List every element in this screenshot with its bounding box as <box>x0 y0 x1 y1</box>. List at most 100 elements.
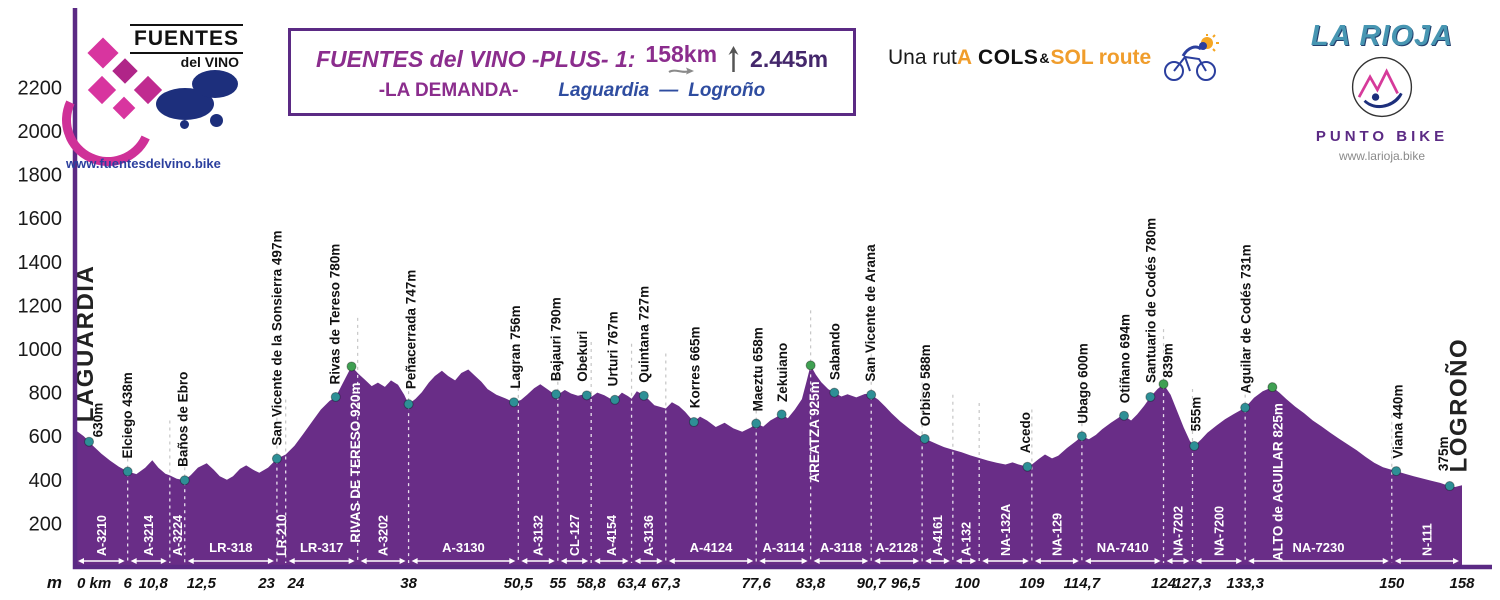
dot-graphic <box>210 114 223 127</box>
arrowhead <box>747 558 754 564</box>
waypoint-dot <box>1158 379 1169 390</box>
arrowhead <box>1034 558 1041 564</box>
km-tick-label: 6 <box>123 575 132 592</box>
waypoint-label: Otiñano 694m <box>1117 314 1132 403</box>
arrowhead <box>874 558 881 564</box>
waypoint-label: 630m <box>90 403 105 438</box>
fuentes-url-link[interactable]: www.fuentesdelvino.bike <box>66 156 221 171</box>
title-box: FUENTES del VINO -PLUS- 1: 158km 2.445m … <box>288 28 856 116</box>
waypoint-label: Quintana 727m <box>636 286 651 383</box>
y-axis-label: 600 <box>29 426 62 448</box>
arrowhead <box>267 558 274 564</box>
fuentes-name: FUENTES <box>130 24 244 54</box>
waypoint-label: 375m <box>1436 437 1451 472</box>
waypoint-label: Obekuri <box>575 331 590 382</box>
tag-cols: COLS <box>978 46 1039 69</box>
km-tick-label: 58,8 <box>577 575 607 592</box>
waypoint-dot <box>271 453 282 464</box>
arrowhead <box>1236 558 1243 564</box>
waypoint-label: Acedo <box>1018 412 1033 453</box>
waypoint-label: Bajauri 790m <box>549 297 564 381</box>
road-label: A-4124 <box>690 540 733 555</box>
waypoint-dot <box>1022 461 1033 472</box>
punto-bike-label: PUNTO BIKE <box>1315 128 1449 145</box>
fuentes-del-vino-logo: FUENTES del VINO www.fuentesdelvino.bike <box>49 10 273 179</box>
arrowhead <box>913 558 920 564</box>
arrowhead <box>668 558 675 564</box>
waypoint-dot <box>1240 402 1251 413</box>
climb-arrow-icon <box>728 45 739 72</box>
peak-label: AREATZA 925m <box>807 381 822 482</box>
waypoint-label: Rivas de Tereso 780m <box>327 244 342 385</box>
waypoint-dot <box>638 390 649 401</box>
tag-una-rut: Una rut <box>888 46 957 69</box>
km-tick-label: 96,5 <box>891 575 921 592</box>
road-label: CL-127 <box>568 514 582 556</box>
waypoint-dot <box>346 361 357 372</box>
road-label: NA-7230 <box>1292 540 1344 555</box>
waypoint-dot <box>609 394 620 405</box>
rioja-url-link[interactable]: www.larioja.bike <box>1338 149 1426 163</box>
y-axis-label: 400 <box>29 470 62 492</box>
road-label: NA-7200 <box>1212 506 1226 556</box>
waypoint-dot <box>776 409 787 420</box>
km-tick-label: 150 <box>1379 575 1405 592</box>
km-tick-label: 12,5 <box>187 575 217 592</box>
road-label: LR-317 <box>300 540 343 555</box>
waypoint-dot <box>829 387 840 398</box>
waypoint-label: San Vicente de la Sonsierra 497m <box>269 231 284 446</box>
arrowhead <box>1183 558 1190 564</box>
arrowhead <box>288 558 295 564</box>
arrowhead <box>521 558 528 564</box>
road-label: NA-129 <box>1050 513 1064 556</box>
arrowhead <box>118 558 125 564</box>
fuentes-wordmark: FUENTES del VINO <box>130 24 244 70</box>
waypoint-dot <box>1391 466 1402 477</box>
elevation-area <box>75 365 1462 567</box>
la-rioja-title: LA RIOJA <box>1310 20 1454 52</box>
arrowhead <box>970 558 977 564</box>
waypoint-dot <box>84 436 95 447</box>
waypoint-dot <box>508 397 519 408</box>
km-tick-label: 124 <box>1151 575 1177 592</box>
tag-sol: SOL <box>1050 46 1094 69</box>
start-city: Laguardia <box>558 79 650 101</box>
arrowhead <box>1072 558 1079 564</box>
waypoint-label: Ubago 600m <box>1075 343 1090 423</box>
waypoint-label: Elciego 438m <box>120 372 135 458</box>
waypoint-label: Sabando <box>828 323 843 380</box>
arrowhead <box>1394 558 1401 564</box>
end-city: Logroño <box>688 79 766 101</box>
km-tick-label: 109 <box>1019 575 1045 592</box>
road-label: A-3136 <box>642 515 656 556</box>
waypoint-label: Santuario de Codés 780m <box>1144 218 1159 383</box>
waypoint-dot <box>1119 410 1130 421</box>
waypoint-label: 839m <box>1160 343 1175 378</box>
cloud-graphic <box>192 70 238 98</box>
arrowhead <box>360 558 367 564</box>
km-tick-label: 23 <box>257 575 275 592</box>
arrowhead <box>862 558 869 564</box>
y-axis-label: 200 <box>29 513 62 535</box>
tag-a: A <box>956 46 973 69</box>
km-tick-label: 63,4 <box>617 575 647 592</box>
route-subtitle: -LA DEMANDA- <box>378 79 519 101</box>
arrowhead <box>982 558 989 564</box>
arrowhead <box>411 558 418 564</box>
y-axis-label: 1600 <box>18 208 63 230</box>
peak-label: RIVAS DE TERESO 920m <box>348 382 363 542</box>
km-tick-label: 100 <box>955 575 981 592</box>
km-tick-label: 90,7 <box>857 575 887 592</box>
arrowhead <box>656 558 663 564</box>
arrowhead <box>160 558 167 564</box>
axis-line <box>72 8 1492 570</box>
arrowhead <box>1084 558 1091 564</box>
km-tick-label: 127,3 <box>1174 575 1212 592</box>
y-axis-label: 1800 <box>18 165 63 187</box>
waypoint-dot <box>919 433 930 444</box>
y-axis-label: 2200 <box>18 77 63 99</box>
road-label: A-2128 <box>875 540 918 555</box>
road-label: A-3202 <box>377 515 391 556</box>
